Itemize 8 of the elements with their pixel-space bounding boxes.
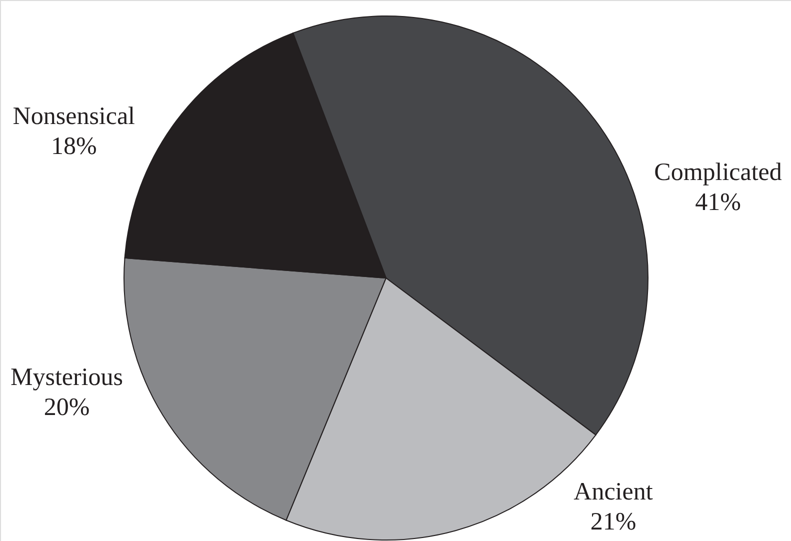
slice-label: Complicated [654, 159, 782, 186]
data-label: 21% [590, 508, 636, 536]
slice-label: Nonsensical [12, 103, 136, 130]
data-label: 18% [50, 133, 97, 160]
slice-label: Mysterious [10, 364, 124, 391]
data-label: 20% [44, 394, 90, 421]
slice-label: Ancient [574, 478, 653, 506]
data-label: 41% [695, 189, 741, 216]
